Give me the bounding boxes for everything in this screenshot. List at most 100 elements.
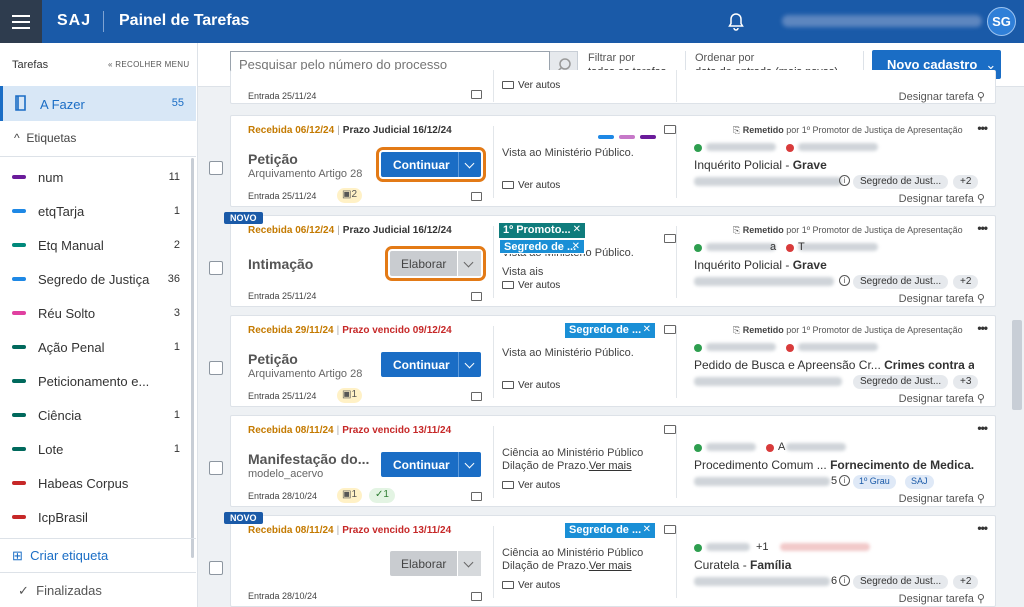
tag-count: 11 [168, 171, 180, 183]
collapse-menu-button[interactable]: « RECOLHER MENU [108, 60, 190, 69]
sidebar-title: Tarefas [12, 59, 49, 71]
comment-icon[interactable] [471, 90, 482, 99]
sidebar-tag-item[interactable]: etqTarja 1 [0, 193, 190, 227]
comment-icon[interactable] [471, 192, 482, 201]
continue-button[interactable]: Continuar [376, 147, 486, 182]
view-records-link[interactable]: Ver autos [502, 80, 560, 91]
more-tags-chip[interactable]: +3 [953, 375, 979, 389]
sidebar-tag-item[interactable]: IcpBrasil [0, 499, 190, 533]
avatar[interactable]: SG [987, 7, 1016, 36]
assign-task-link[interactable]: Designar tarefa ⚲ [898, 593, 985, 605]
assign-task-link[interactable]: Designar tarefa ⚲ [898, 193, 985, 205]
sidebar-item-finalizadas[interactable]: ✓ Finalizadas [18, 583, 102, 598]
tag-color-icon [12, 209, 26, 213]
task-card[interactable]: Recebida 08/11/24 | Prazo vencido 13/11/24… [209, 415, 996, 507]
link-icon[interactable] [664, 125, 676, 134]
view-records-link[interactable]: Ver autos [502, 480, 560, 491]
link-icon[interactable] [664, 425, 676, 434]
task-card[interactable]: NOVO Recebida 08/11/24 | Prazo vencido 13/… [209, 512, 996, 607]
sidebar-tag-item[interactable]: num 11 [0, 159, 190, 193]
sidebar-tag-item[interactable]: Peticionamento e... [0, 363, 190, 397]
tag-color-icon [12, 345, 26, 349]
assign-task-link[interactable]: Designar tarefa ⚲ [898, 493, 985, 505]
task-checkbox[interactable] [209, 461, 223, 475]
new-badge: NOVO [224, 212, 263, 224]
view-records-link[interactable]: Ver autos [502, 280, 560, 291]
comment-icon[interactable] [471, 592, 482, 601]
task-checkbox[interactable] [209, 161, 223, 175]
tag-pill[interactable]: 1º Promoto... ✕ [499, 223, 585, 238]
more-options-icon[interactable]: ••• [977, 121, 988, 135]
tag-name: Habeas Corpus [38, 476, 129, 491]
info-icon[interactable]: i [839, 275, 850, 286]
more-tags-chip[interactable]: +2 [953, 575, 979, 589]
elaborate-button[interactable]: Elaborar [385, 246, 486, 281]
task-model: Arquivamento Artigo 28 [248, 168, 363, 180]
continue-button[interactable]: Continuar [381, 452, 481, 477]
tag-pill[interactable]: Segredo de ... ✕ [499, 239, 585, 254]
process-class: Pedido de Busca e Apreensão Cr... Crimes… [694, 358, 974, 372]
close-icon: ✕ [642, 524, 651, 535]
process-class: Inquérito Policial - Grave [694, 258, 827, 272]
info-icon[interactable]: i [839, 175, 850, 186]
info-icon[interactable]: i [839, 575, 850, 586]
see-more-link[interactable]: Ver mais [588, 560, 632, 572]
info-icon[interactable]: i [839, 475, 850, 486]
task-card-partial[interactable]: Entrada 25/11/24 Ver autos Designar tare… [230, 70, 996, 104]
etiquetas-toggle[interactable]: ^ Etiquetas [14, 131, 77, 145]
main-scrollbar[interactable] [1010, 87, 1024, 607]
page-title: Painel de Tarefas [119, 12, 250, 29]
view-records-link[interactable]: Ver autos [502, 580, 560, 591]
more-tags-chip[interactable]: +2 [953, 175, 979, 189]
sidebar-tag-item[interactable]: Ciência 1 [0, 397, 190, 431]
comment-icon[interactable] [471, 492, 482, 501]
tag-pill[interactable]: Segredo de ... ✕ [565, 323, 655, 338]
link-icon[interactable] [664, 325, 676, 334]
sidebar-tag-item[interactable]: Habeas Corpus [0, 465, 190, 499]
create-tag-button[interactable]: ⊞ Criar etiqueta [12, 548, 109, 563]
elaborate-button[interactable]: Elaborar [390, 551, 481, 576]
comment-icon[interactable] [471, 292, 482, 301]
comment-icon[interactable] [471, 392, 482, 401]
more-options-icon[interactable]: ••• [977, 421, 988, 435]
task-card[interactable]: NOVO Recebida 06/12/24 | Prazo Judicial 16… [209, 212, 996, 307]
assign-task-link[interactable]: Designar tarefa ⚲ [898, 393, 985, 405]
tag-count: 1 [173, 205, 180, 217]
sidebar-item-a-fazer[interactable]: A Fazer 55 [0, 86, 196, 121]
sidebar-tag-item[interactable]: Réu Solto 3 [0, 295, 190, 329]
sidebar-tag-item[interactable]: Segredo de Justiça 36 [0, 261, 190, 295]
continue-button[interactable]: Continuar [381, 352, 481, 377]
more-options-icon[interactable]: ••• [977, 521, 988, 535]
task-checkbox[interactable] [209, 561, 223, 575]
task-card[interactable]: Recebida 06/12/24 | Prazo Judicial 16/12/2… [209, 115, 996, 207]
more-options-icon[interactable]: ••• [977, 221, 988, 235]
see-more-link[interactable]: Ver mais [588, 460, 632, 472]
app-logo: SAJ [57, 12, 92, 29]
more-options-icon[interactable]: ••• [977, 321, 988, 335]
tag-chip: Segredo de Just... [853, 275, 949, 289]
folder-icon [502, 481, 514, 489]
process-class: Procedimento Comum ... Fornecimento de M… [694, 458, 974, 472]
book-icon [15, 95, 26, 111]
view-records-link[interactable]: Ver autos [502, 180, 560, 191]
sidebar-tag-item[interactable]: Etq Manual 2 [0, 227, 190, 261]
assign-task-link[interactable]: Designar tarefa ⚲ [898, 91, 985, 103]
assign-task-link[interactable]: Designar tarefa ⚲ [898, 293, 985, 305]
hamburger-menu-icon[interactable] [0, 0, 42, 43]
close-icon: ✕ [642, 324, 651, 335]
task-checkbox[interactable] [209, 361, 223, 375]
more-tags-chip[interactable]: +2 [953, 275, 979, 289]
view-records-link[interactable]: Ver autos [502, 380, 560, 391]
tag-pill[interactable]: Segredo de ... ✕ [565, 523, 655, 538]
task-card[interactable]: Recebida 29/11/24 | Prazo vencido 09/12/24… [209, 315, 996, 407]
link-icon[interactable] [664, 234, 676, 243]
sidebar-tag-item[interactable]: Lote 1 [0, 431, 190, 465]
bell-icon[interactable] [726, 12, 746, 32]
tag-name: Etq Manual [38, 238, 104, 253]
sidebar-tag-item[interactable]: Ação Penal 1 [0, 329, 190, 363]
link-icon[interactable] [664, 525, 676, 534]
sidebar-scrollbar[interactable] [191, 158, 194, 558]
tag-count: 36 [167, 273, 180, 285]
task-checkbox[interactable] [209, 261, 223, 275]
tag-name: Lote [38, 442, 64, 457]
